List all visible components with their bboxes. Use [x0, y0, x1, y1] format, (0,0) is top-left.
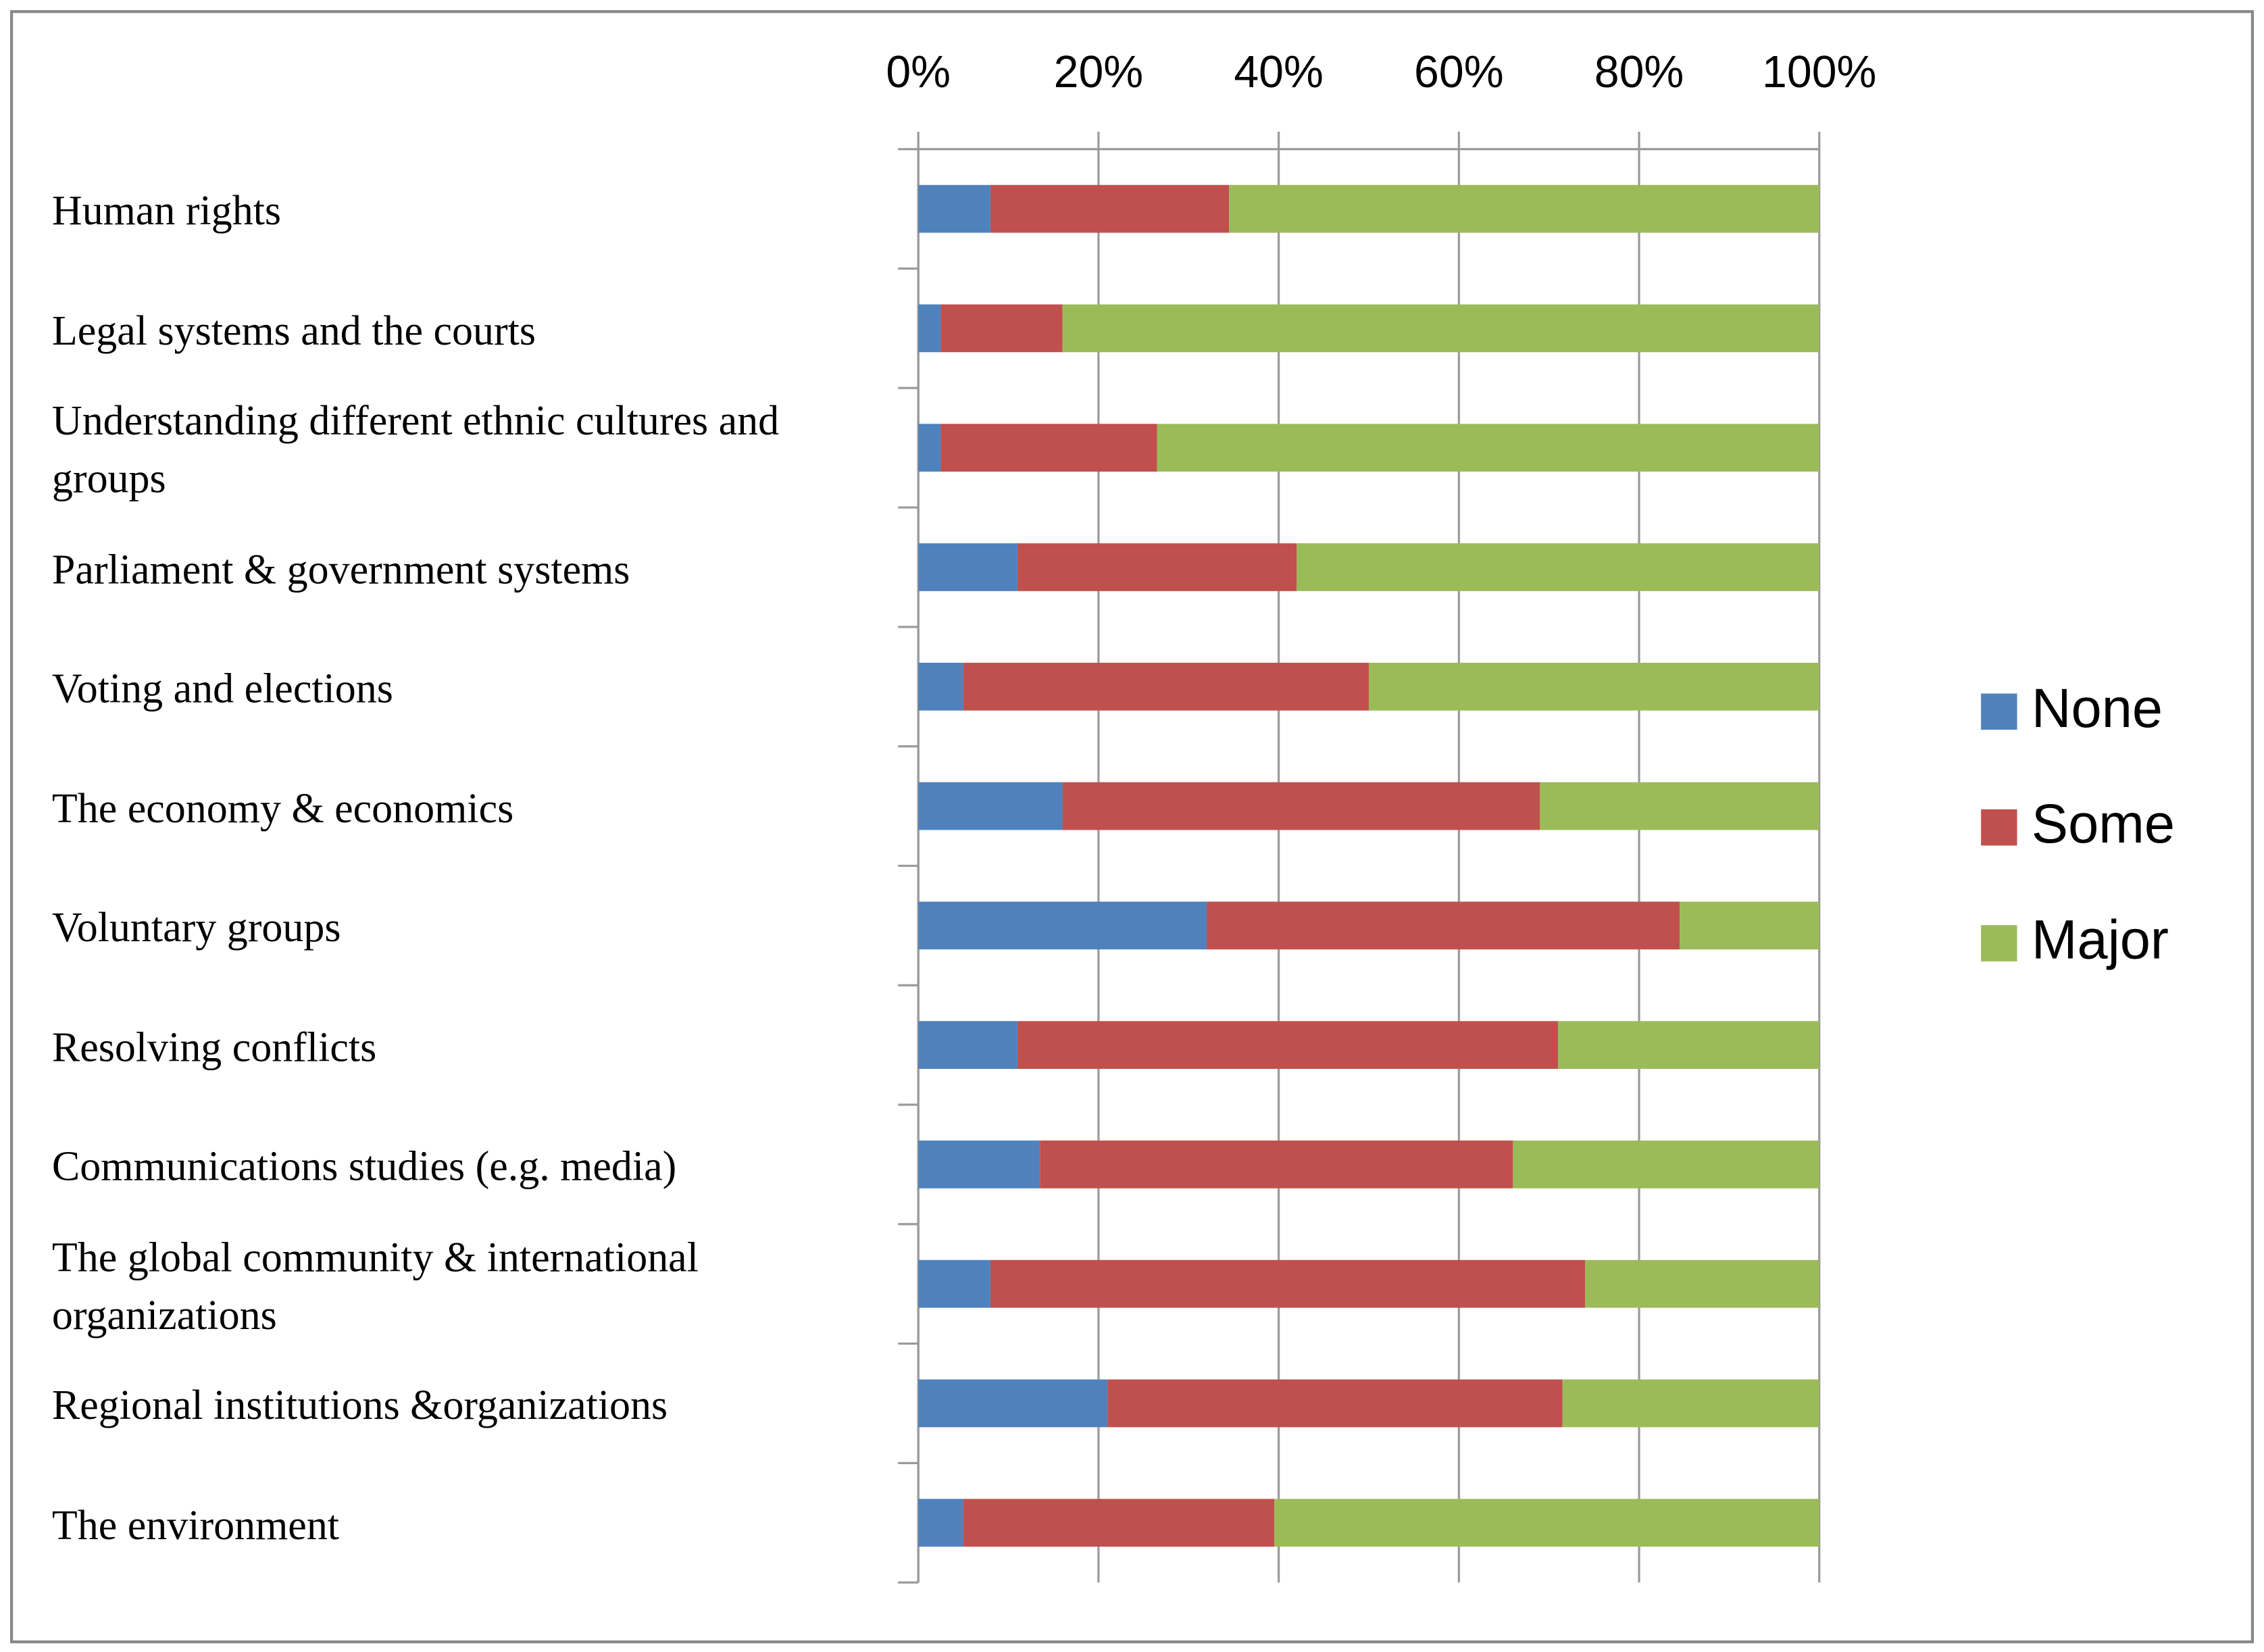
bar-segment [918, 543, 1017, 591]
bar-segment [1157, 424, 1819, 472]
bar-segment [918, 304, 941, 353]
y-tick-label: Voting and elections [51, 666, 393, 713]
bar-segment [1540, 782, 1819, 830]
category-label-box: The environment [51, 1502, 340, 1549]
bar-segment [1206, 901, 1680, 950]
y-tick-label: Human rights [51, 189, 282, 235]
bar-segment [1513, 1141, 1819, 1188]
bar-segment [1229, 184, 1819, 233]
bar-segment [1062, 782, 1540, 830]
bar-segment [963, 662, 1369, 711]
legend-label: None [2032, 678, 2163, 739]
legend-swatch [1981, 809, 2017, 846]
category-label-box: Regional institutions &organizations [51, 1382, 668, 1430]
bar-segment [918, 1141, 1040, 1188]
category-label-box: Voluntary groups [51, 905, 341, 952]
category-label-box: Voting and elections [51, 666, 393, 713]
bar-segment [1017, 1021, 1559, 1069]
bar-segment [1062, 304, 1819, 353]
bar-segment [918, 1021, 1017, 1069]
y-tick-label: Voluntary groups [51, 905, 341, 952]
y-tick-label: The global community & international org… [51, 1234, 699, 1339]
x-tick-label: 60% [1414, 47, 1504, 97]
bar-segment [1562, 1379, 1819, 1428]
bar-segment [918, 184, 990, 233]
legend-label: Some [2032, 793, 2175, 855]
x-tick-label: 40% [1234, 47, 1324, 97]
y-tick-label: Regional institutions &organizations [51, 1382, 668, 1430]
bar-segment [918, 1499, 963, 1547]
category-label-box: Legal systems and the courts [51, 307, 536, 355]
bar-segment [963, 1499, 1274, 1547]
category-label-box: The global community & international org… [51, 1234, 699, 1339]
y-tick-label: Communications studies (e.g. media) [51, 1144, 677, 1191]
bar-segment [1274, 1499, 1819, 1547]
bar-segment [918, 901, 1207, 950]
bar-segment [940, 424, 1157, 472]
bar-segment [940, 304, 1063, 353]
category-label-box: Resolving conflicts [51, 1024, 377, 1072]
legend-swatch [1981, 925, 2017, 961]
bar-segment [1680, 901, 1819, 950]
bar-segment [918, 1379, 1108, 1428]
y-tick-label: The economy & economics [51, 786, 514, 832]
x-tick-label: 20% [1054, 47, 1144, 97]
bar-segment [990, 184, 1230, 233]
y-tick-label: Understanding different ethnic cultures … [51, 398, 780, 503]
bar-segment [990, 1259, 1586, 1308]
x-tick-label: 80% [1594, 47, 1684, 97]
bar-segment [1558, 1021, 1819, 1069]
bar-segment [918, 1259, 990, 1308]
legend-label: Major [2032, 909, 2169, 971]
legend-swatch [1981, 693, 2017, 730]
x-tick-label: 100% [1762, 47, 1876, 97]
category-label-box: Human rights [51, 189, 282, 235]
y-tick-label: Legal systems and the courts [51, 307, 536, 355]
category-label-box: Understanding different ethnic cultures … [51, 398, 780, 503]
y-tick-label: Resolving conflicts [51, 1024, 377, 1072]
bar-segment [918, 424, 941, 472]
bar-segment [918, 782, 1063, 830]
x-tick-label: 0% [886, 47, 951, 97]
bar-segment [1585, 1259, 1819, 1308]
bar-segment [1107, 1379, 1563, 1428]
category-label-box: Communications studies (e.g. media) [51, 1144, 677, 1191]
category-label-box: The economy & economics [51, 786, 514, 832]
bar-segment [1368, 662, 1819, 711]
y-tick-label: Parliament & government systems [51, 547, 630, 594]
bar-segment [918, 662, 963, 711]
bar-segment [1017, 543, 1297, 591]
category-label-box: Parliament & government systems [51, 547, 630, 594]
bar-segment [1297, 543, 1819, 591]
bar-segment [1040, 1141, 1513, 1188]
y-tick-label: The environment [51, 1502, 340, 1549]
